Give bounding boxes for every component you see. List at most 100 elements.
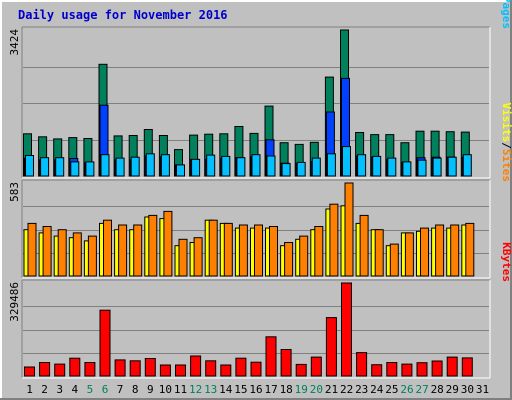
bar-pages-day-14 (221, 155, 231, 177)
x-tick-label-day-26: 26 (400, 383, 413, 396)
x-tick-label-day-28: 28 (431, 383, 444, 396)
bar-kbytes-day-5 (84, 362, 96, 377)
x-tick-label-day-4: 4 (71, 383, 78, 396)
x-tick-label-day-29: 29 (446, 383, 459, 396)
bar-pages-day-10 (160, 154, 170, 177)
chart-title: Daily usage for November 2016 (18, 8, 228, 22)
bar-sites-day-9 (148, 214, 158, 277)
bar-kbytes-day-14 (220, 364, 232, 377)
bar-sites-day-19 (299, 235, 309, 277)
bar-pages-day-7 (115, 157, 125, 177)
bar-sites-day-6 (103, 219, 112, 277)
bar-kbytes-day-29 (446, 356, 458, 377)
x-tick-label-day-27: 27 (415, 383, 428, 396)
legend-entry: / (500, 142, 512, 149)
bar-kbytes-day-27 (416, 362, 428, 377)
bar-pages-day-16 (251, 154, 261, 177)
bar-pages-day-8 (130, 156, 140, 177)
bar-kbytes-day-19 (295, 363, 307, 377)
bar-kbytes-day-7 (114, 359, 126, 377)
bar-kbytes-day-18 (280, 349, 292, 377)
bar-pages-day-18 (281, 163, 291, 177)
bar-kbytes-day-30 (461, 357, 473, 377)
bar-kbytes-day-1 (24, 366, 35, 377)
bar-kbytes-day-11 (175, 364, 186, 377)
bar-pages-day-21 (326, 153, 336, 177)
x-axis-day-labels: 1 2 3 4 5 6 7 8 9 10 11 12 13 14 15 16 17 18 19 20 21 22 23 24 2… (26, 383, 489, 396)
x-tick-label-day-18: 18 (280, 383, 293, 396)
x-tick-label-day-14: 14 (219, 383, 233, 396)
bar-sites-day-22 (344, 182, 354, 277)
bar-kbytes-day-28 (431, 360, 443, 377)
legend-visits-sites: Visits/Sites (500, 103, 512, 183)
bar-sites-day-18 (284, 242, 294, 277)
x-tick-label-day-8: 8 (132, 383, 139, 396)
bar-sites-day-30 (465, 222, 475, 277)
y-axis-max-label: 3424 (8, 29, 21, 56)
bar-sites-day-3 (57, 229, 67, 277)
bar-kbytes-day-16 (250, 361, 262, 377)
x-tick-label-day-24: 24 (370, 383, 384, 396)
bar-sites-day-24 (374, 229, 384, 277)
bar-sites-day-4 (72, 232, 82, 277)
bar-kbytes-day-21 (325, 317, 337, 377)
legend-entry: KBytes (500, 242, 512, 282)
x-tick-label-day-17: 17 (264, 383, 277, 396)
x-tick-label-day-25: 25 (385, 383, 398, 396)
bar-sites-day-20 (314, 226, 324, 277)
bar-sites-day-2 (42, 226, 52, 277)
bar-pages-day-9 (145, 153, 155, 177)
bar-sites-day-8 (133, 224, 143, 277)
bar-pages-day-4 (70, 161, 80, 177)
bar-pages-day-25 (387, 157, 397, 177)
bar-sites-day-27 (420, 227, 429, 277)
legend-entry: Pages (500, 0, 512, 29)
bar-sites-day-23 (359, 214, 369, 277)
x-tick-label-day-11: 11 (174, 383, 187, 396)
legend-entry: Visits (500, 103, 512, 143)
bar-sites-day-1 (27, 222, 37, 277)
bar-sites-day-5 (87, 235, 97, 277)
bar-pages-day-15 (236, 157, 246, 177)
x-tick-label-day-7: 7 (117, 383, 124, 396)
bar-sites-day-12 (193, 237, 203, 277)
bar-pages-day-2 (40, 157, 50, 177)
bar-sites-day-10 (163, 210, 173, 277)
x-tick-label-day-2: 2 (41, 383, 48, 396)
bar-sites-day-25 (389, 243, 399, 277)
x-tick-label-day-22: 22 (340, 383, 353, 396)
bar-pages-day-6 (100, 154, 110, 177)
x-tick-label-day-1: 1 (26, 383, 33, 396)
x-tick-label-day-3: 3 (56, 383, 63, 396)
x-tick-label-day-13: 13 (204, 383, 217, 396)
bar-pages-day-26 (402, 161, 412, 177)
x-tick-label-day-23: 23 (355, 383, 368, 396)
x-tick-label-day-9: 9 (147, 383, 154, 396)
bar-pages-day-20 (311, 157, 321, 177)
bar-kbytes-day-25 (386, 362, 398, 377)
bar-kbytes-day-6 (99, 309, 111, 377)
bar-kbytes-day-8 (129, 360, 141, 377)
bar-kbytes-day-24 (371, 364, 383, 377)
x-tick-label-day-31: 31 (476, 383, 489, 396)
bar-sites-day-28 (435, 224, 445, 277)
bar-pages-day-29 (447, 156, 457, 177)
bar-kbytes-day-15 (235, 357, 247, 377)
bar-sites-day-15 (238, 224, 248, 277)
bar-sites-day-13 (208, 219, 218, 277)
bar-kbytes-day-20 (310, 356, 322, 377)
bar-pages-day-13 (206, 154, 216, 177)
bar-pages-day-12 (191, 158, 201, 177)
bar-pages-day-3 (55, 157, 65, 177)
bar-sites-day-14 (223, 222, 233, 277)
bar-kbytes-day-17 (265, 336, 277, 377)
y-axis-max-label: 329486 (8, 282, 21, 322)
legend-kbytes: KBytes (500, 242, 512, 282)
bar-sites-day-26 (404, 232, 414, 277)
x-tick-label-day-20: 20 (310, 383, 323, 396)
bar-pages-day-30 (462, 154, 472, 177)
bar-sites-day-21 (329, 203, 339, 277)
x-tick-label-day-10: 10 (159, 383, 172, 396)
